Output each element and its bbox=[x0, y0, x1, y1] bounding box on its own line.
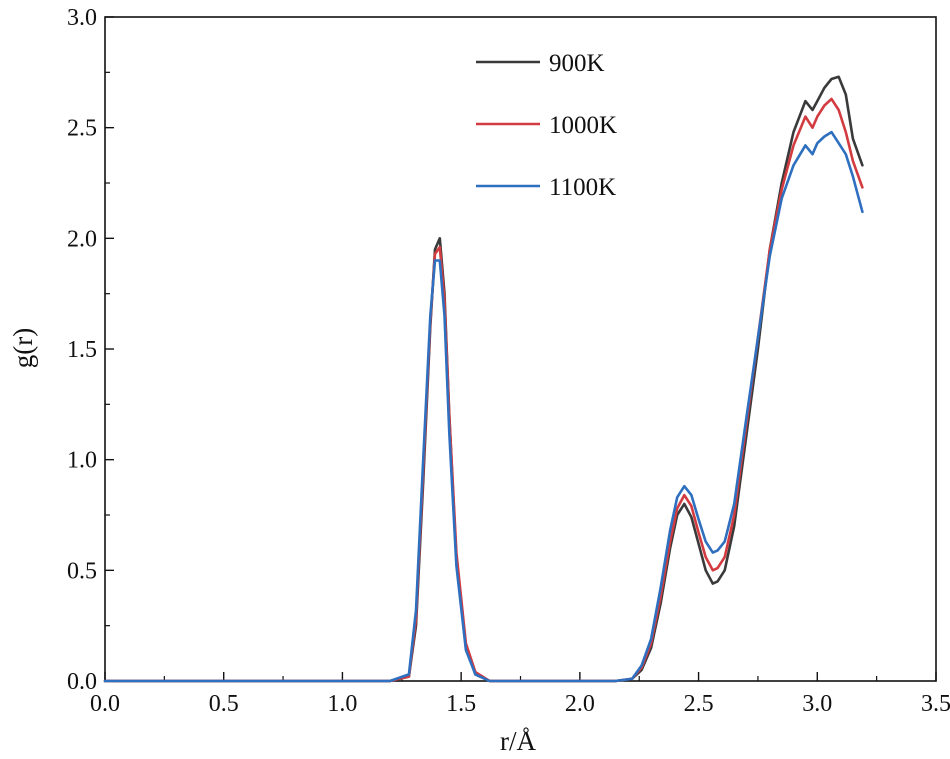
legend: 900K 1000K 1100K bbox=[476, 50, 617, 201]
y-tick-label: 2.0 bbox=[67, 226, 97, 252]
legend-label-900k: 900K bbox=[549, 50, 605, 77]
legend-label-1000k: 1000K bbox=[549, 112, 617, 139]
axes: 0.0 0.5 1.0 1.5 2.0 2.5 3.0 3.5 0.0 0.5 1.0 1.5 2.0 2… bbox=[67, 5, 950, 717]
plot-frame bbox=[104, 16, 937, 682]
x-tick-label: 2.5 bbox=[684, 691, 714, 717]
series-line-1100k bbox=[103, 130, 864, 683]
x-axis-title: r/Å bbox=[500, 726, 536, 756]
y-tick-label: 3.0 bbox=[67, 5, 97, 31]
x-tick-label: 1.5 bbox=[446, 691, 476, 717]
y-tick-label: 2.5 bbox=[67, 116, 97, 142]
x-tick-label: 1.0 bbox=[327, 691, 357, 717]
y-tick-label: 0.5 bbox=[67, 558, 97, 584]
x-tick-label: 2.0 bbox=[565, 691, 595, 717]
series-line-900k bbox=[103, 75, 864, 683]
x-tick-label: 0.5 bbox=[209, 691, 239, 717]
x-tick-label: 3.5 bbox=[921, 691, 950, 717]
legend-label-1100k: 1100K bbox=[549, 174, 616, 201]
x-tick-label: 3.0 bbox=[802, 691, 832, 717]
y-tick-label: 1.0 bbox=[67, 448, 97, 474]
y-tick-label: 0.0 bbox=[67, 669, 97, 695]
y-tick-label: 1.5 bbox=[67, 337, 97, 363]
x-tick-label: 0.0 bbox=[90, 691, 120, 717]
y-axis-title: g(r) bbox=[8, 328, 38, 368]
plot-area bbox=[103, 75, 864, 683]
